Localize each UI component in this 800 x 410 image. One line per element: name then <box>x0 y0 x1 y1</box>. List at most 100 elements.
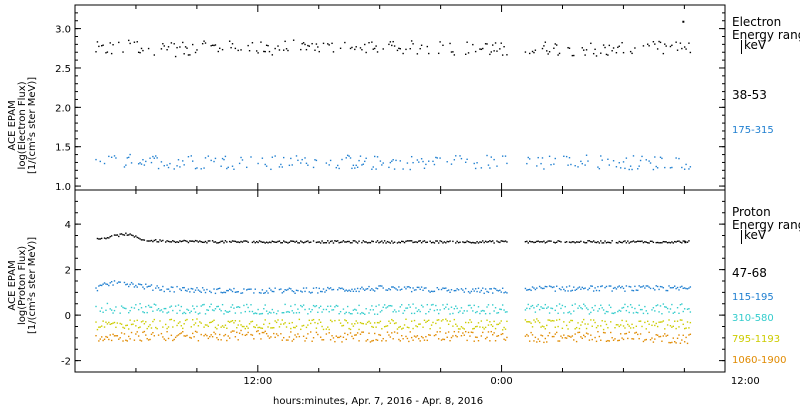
series-2-2-point <box>484 288 487 290</box>
series-2-2-point <box>260 292 262 294</box>
series-2-3-point <box>383 304 386 306</box>
series-2-4-point <box>547 319 549 321</box>
series-1-1-point <box>179 46 181 48</box>
series-2-5-point <box>118 338 120 340</box>
series-2-1-point <box>418 240 420 242</box>
series-2-3-point <box>297 308 299 310</box>
series-2-3-point <box>337 305 339 307</box>
series-1-1-point <box>292 39 295 41</box>
series-2-1-point <box>634 241 636 243</box>
series-2-5-point <box>342 336 345 338</box>
series-2-3-point <box>583 303 585 305</box>
series-2-2-point <box>672 286 674 289</box>
series-2-3-point <box>226 311 228 313</box>
series-2-3-point <box>449 313 451 315</box>
series-2-1-point <box>399 241 401 244</box>
series-2-4-point <box>356 322 359 324</box>
series-2-4-point <box>391 318 393 321</box>
series-2-5-point <box>402 338 404 340</box>
series-2-3-point <box>339 310 342 313</box>
series-2-2-point <box>564 290 566 292</box>
series-2-2-point <box>133 286 136 288</box>
series-2-5-point <box>374 332 376 335</box>
series-1-1-point <box>499 48 501 50</box>
series-2-1-point <box>388 241 390 243</box>
series-2-1-point <box>437 242 440 244</box>
series-2-4-point <box>682 323 684 326</box>
series-1-2-point <box>683 168 686 170</box>
series-2-1-point <box>324 241 326 244</box>
series-2-1-point <box>420 241 423 244</box>
series-1-1-point <box>556 44 558 46</box>
series-2-1-point <box>285 241 288 243</box>
series-1-1-point <box>230 46 232 49</box>
series-2-5-point <box>275 333 278 335</box>
series-1-2-point <box>250 156 252 158</box>
series-2-1-point <box>241 241 244 243</box>
series-2-2-point <box>456 288 458 290</box>
series-2-3-point <box>541 307 544 309</box>
series-2-5-point <box>321 339 323 341</box>
series-2-1-point <box>308 241 310 244</box>
series-1-2-point <box>280 163 282 166</box>
series-1-1-outlier <box>682 20 685 23</box>
series-2-2-point <box>655 285 657 287</box>
series-2-2-point <box>440 288 443 291</box>
series-2-1-point <box>139 238 141 240</box>
series-2-3-point <box>264 304 266 306</box>
series-1-1-point <box>392 40 394 43</box>
series-2-5-point <box>194 330 197 333</box>
series-2-3-point <box>561 304 564 307</box>
series-1-1-point <box>339 47 342 50</box>
series-2-4-point <box>318 319 320 321</box>
series-2-3-point <box>413 312 416 315</box>
series-1-2-point <box>598 167 601 170</box>
series-2-3-point <box>401 304 403 306</box>
series-2-3-point <box>295 312 298 314</box>
series-1-2-point <box>207 155 210 157</box>
series-2-5-point <box>447 331 450 333</box>
series-2-1-point <box>244 240 247 242</box>
series-2-3-point <box>186 308 188 311</box>
series-2-3-point <box>612 312 615 315</box>
series-2-3-point <box>180 305 183 308</box>
series-2-1-point <box>298 242 301 244</box>
series-2-4-point <box>325 328 328 330</box>
series-2-1-point <box>659 242 662 244</box>
series-1-1-point <box>301 42 303 45</box>
series-2-5-point <box>604 332 606 334</box>
series-2-1-point <box>251 241 254 244</box>
series-2-1-point <box>439 240 441 242</box>
series-2-5-point <box>561 337 564 339</box>
series-2-5-point <box>474 336 477 338</box>
series-1-2-point <box>166 164 168 166</box>
series-2-2-point <box>129 283 131 286</box>
series-2-4-point <box>587 323 589 325</box>
series-2-1-point <box>474 242 477 244</box>
series-2-1-point <box>597 241 599 243</box>
series-2-5-point <box>389 336 392 338</box>
series-1-1-point <box>409 48 411 50</box>
series-1-2-point <box>305 162 308 165</box>
series-2-2-point <box>137 283 140 285</box>
series-2-3-point <box>265 310 268 312</box>
series-2-5-point <box>180 332 183 334</box>
series-2-1-point <box>682 240 684 242</box>
series-2-1-point <box>295 240 298 243</box>
series-2-4-point <box>378 322 380 324</box>
series-2-3-point <box>263 307 265 310</box>
series-2-1-point <box>430 242 433 244</box>
series-2-4-point <box>607 327 609 329</box>
series-1-2-point <box>281 166 283 168</box>
series-2-2-point <box>624 290 626 292</box>
series-2-1-point <box>126 234 128 236</box>
series-2-2-point <box>342 288 345 290</box>
series-2-2-point <box>105 283 107 285</box>
series-2-5-point <box>671 341 673 344</box>
series-2-5-point <box>625 332 628 335</box>
series-2-4-point <box>361 322 363 325</box>
series-1-2-point <box>645 159 647 161</box>
series-2-5-point <box>437 338 440 340</box>
series-2-4-point <box>546 324 548 327</box>
series-1-2-point <box>391 160 393 162</box>
